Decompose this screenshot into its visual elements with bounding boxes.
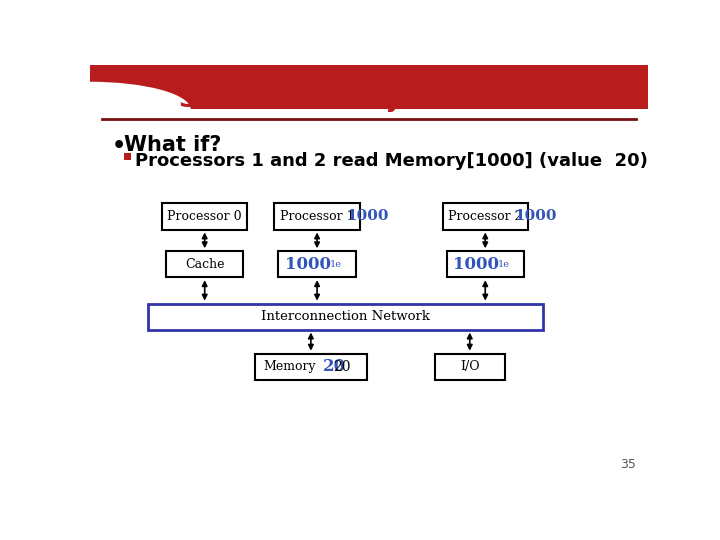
Text: Interconnection Network: Interconnection Network [261, 310, 431, 323]
Text: 1000: 1000 [285, 256, 330, 273]
Bar [162, 204, 248, 230]
Text: 20: 20 [323, 358, 346, 375]
Bar [90, 65, 648, 110]
Bar [124, 153, 131, 159]
Text: 35: 35 [621, 458, 636, 471]
Ellipse shape [0, 82, 191, 137]
Text: Processor 1: Processor 1 [280, 210, 354, 223]
Text: I/O: I/O [460, 360, 480, 373]
Text: Cache: Cache [185, 258, 225, 271]
Bar [279, 251, 356, 278]
Text: 20: 20 [333, 360, 351, 374]
Bar [148, 303, 544, 330]
Text: Processors 1 and 2 read Memory[1000] (value  20): Processors 1 and 2 read Memory[1000] (va… [135, 152, 648, 170]
Text: 1000: 1000 [453, 256, 499, 273]
Text: Shared Memory and Caches: Shared Memory and Caches [179, 88, 572, 112]
Text: Processor 2: Processor 2 [448, 210, 523, 223]
Bar [435, 354, 505, 380]
Bar [446, 251, 524, 278]
Bar [255, 354, 367, 380]
Bar [166, 251, 243, 278]
Text: Processor 0: Processor 0 [167, 210, 242, 223]
Text: What if?: What if? [124, 135, 222, 155]
Text: Memory: Memory [263, 360, 315, 373]
Text: 1000: 1000 [514, 210, 557, 224]
Text: •: • [112, 136, 126, 156]
Text: 1e: 1e [330, 260, 342, 269]
Bar [443, 204, 528, 230]
Text: 1000: 1000 [346, 210, 389, 224]
Bar [90, 110, 648, 481]
Text: 1e: 1e [498, 260, 510, 269]
Bar [274, 204, 360, 230]
